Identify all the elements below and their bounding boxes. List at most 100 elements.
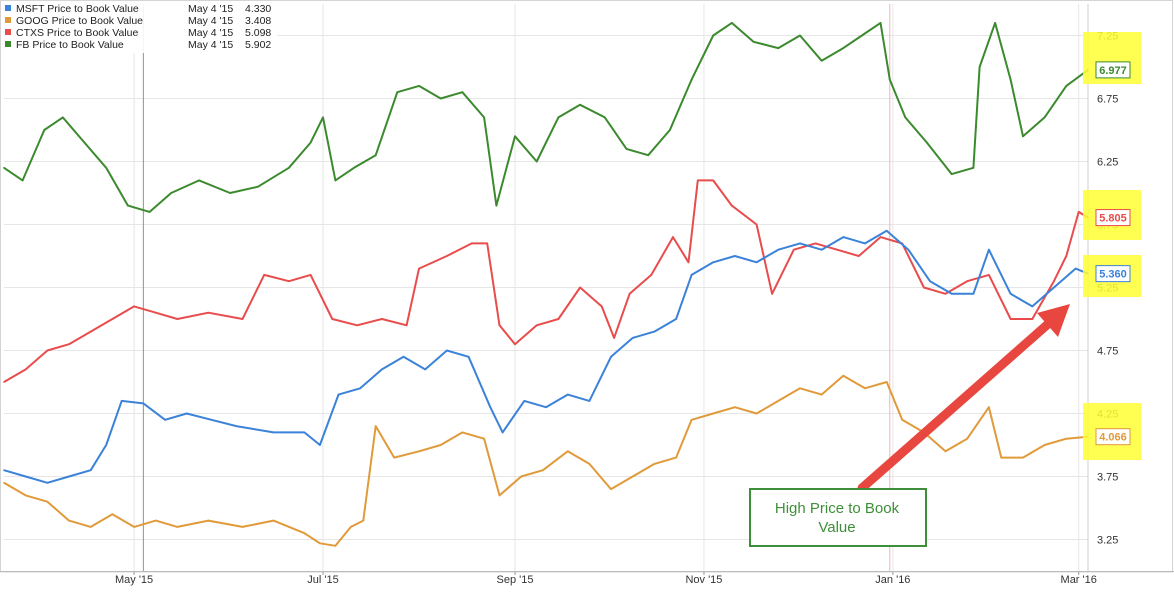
data-point [303,532,306,534]
data-point [904,116,907,119]
data-point [777,248,780,251]
data-point [994,22,996,24]
data-point [470,242,473,245]
y-tick-label: 6.25 [1097,157,1118,169]
legend-value: 5.902 [245,39,271,51]
data-point [885,381,888,383]
data-point [272,431,275,434]
data-point [1022,456,1024,459]
x-tick-label: Jan '16 [875,574,910,586]
data-point [755,412,758,415]
data-point [24,475,27,478]
data-point [734,406,736,409]
legend-swatch [5,5,11,11]
data-point [498,494,501,497]
data-point [579,286,581,289]
legend-series-name: MSFT Price to Book Value [16,3,139,15]
data-point [836,248,838,251]
data-point [566,393,569,396]
series-line [3,179,1089,383]
data-point [885,230,888,232]
data-point [799,387,801,390]
data-point [337,393,340,396]
data-point [446,255,448,257]
data-point [127,204,129,207]
data-point [1065,255,1068,257]
data-point [1043,444,1046,446]
data-point [68,519,70,522]
data-point [944,450,947,453]
data-point [272,519,275,522]
data-point [1077,211,1080,213]
data-point [613,337,615,339]
data-point [120,400,123,402]
grid [0,0,1173,573]
data-point [235,425,238,427]
data-point [68,343,70,346]
data-point [418,85,420,87]
data-point [690,274,693,276]
data-point [1065,85,1068,87]
data-point [164,419,166,421]
data-point [111,318,114,320]
data-point [424,368,427,371]
data-point [374,425,377,427]
legend-swatch [5,17,11,23]
legend-date: May 4 '15 [188,15,233,27]
data-point [861,34,863,37]
data-point [334,179,337,182]
data-point [907,248,910,251]
data-point [944,293,947,295]
data-point [672,236,674,238]
data-point [566,450,569,453]
end-labels: 6.977 5.805 5.360 4.066 [1083,32,1141,460]
data-point [669,129,671,131]
legend-date: May 4 '15 [188,3,233,15]
data-point [319,542,321,545]
y-tick-label: 3.75 [1097,472,1118,484]
data-point [755,261,758,264]
data-point [535,160,538,163]
data-point [24,368,27,371]
x-tick-label: Jul '15 [307,574,338,586]
x-tick-label: May '15 [115,574,153,586]
data-point [771,293,773,295]
data-point [3,482,5,484]
data-point [966,437,969,440]
data-point [557,318,560,320]
data-point [1009,318,1012,320]
data-point [1043,116,1046,119]
data-point [535,324,538,327]
data-point [393,456,396,459]
x-tick-label: Sep '15 [497,574,534,586]
data-point [579,104,581,106]
data-point [381,368,383,371]
y-tick-label: 6.75 [1097,94,1118,106]
series-line [3,374,1089,547]
data-point [600,305,603,308]
data-point [483,437,485,440]
data-point [631,337,634,339]
data-point [542,469,544,472]
data-point [820,59,823,62]
data-point [359,387,361,390]
data-point [523,400,526,402]
end-value-box [1095,265,1131,283]
data-point [89,469,92,472]
data-point [405,324,408,327]
data-point [879,236,882,238]
data-point [690,419,693,421]
data-point [610,488,612,490]
data-point [185,412,188,415]
data-point [148,211,151,213]
end-value-box [1095,428,1131,446]
data-point [498,324,501,327]
data-point [650,274,653,276]
data-point [207,519,210,522]
data-point [418,267,420,270]
data-point [319,444,321,446]
annotation-box [749,488,927,547]
data-point [1022,135,1024,138]
data-point [1053,280,1055,283]
